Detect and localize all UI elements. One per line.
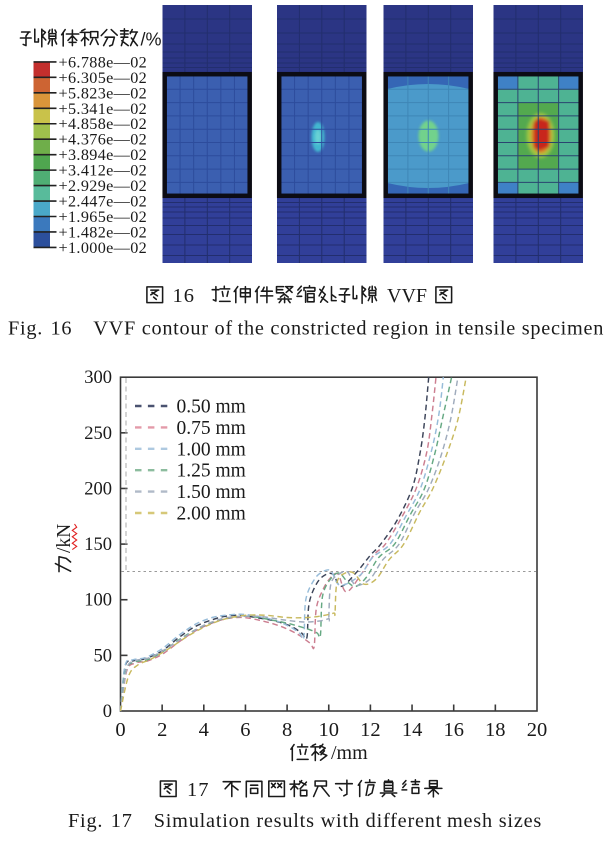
svg-text:150: 150 <box>84 535 112 555</box>
svg-text:50: 50 <box>94 646 113 666</box>
svg-text:1.00 mm: 1.00 mm <box>177 439 246 460</box>
svg-text:Fig. 16 VVF contour of the con: Fig. 16 VVF contour of the constricted r… <box>8 318 604 340</box>
svg-text:2: 2 <box>157 719 167 741</box>
svg-text:300: 300 <box>84 368 112 388</box>
svg-text:+4.376e—02: +4.376e—02 <box>59 131 148 149</box>
svg-text:/mm: /mm <box>331 742 368 764</box>
svg-text:2.00 mm: 2.00 mm <box>177 504 246 525</box>
svg-text:+3.894e—02: +3.894e—02 <box>59 146 148 164</box>
svg-text:8: 8 <box>282 719 292 741</box>
svg-text:16: 16 <box>173 285 196 307</box>
svg-text:18: 18 <box>485 719 506 741</box>
svg-text:10: 10 <box>319 719 340 741</box>
svg-text:+2.929e—02: +2.929e—02 <box>59 177 148 195</box>
svg-text:+1.000e—02: +1.000e—02 <box>59 239 148 257</box>
svg-text:0.75 mm: 0.75 mm <box>177 418 246 439</box>
svg-text:+5.341e—02: +5.341e—02 <box>59 100 148 118</box>
svg-text:12: 12 <box>360 719 381 741</box>
svg-text:16: 16 <box>443 719 464 741</box>
svg-text:250: 250 <box>84 424 112 444</box>
svg-text:6: 6 <box>240 719 250 741</box>
svg-text:0: 0 <box>103 702 112 722</box>
svg-text:1.50 mm: 1.50 mm <box>177 482 246 503</box>
svg-text:+1.482e—02: +1.482e—02 <box>59 224 148 242</box>
svg-text:/%: /% <box>141 30 162 50</box>
svg-text:4: 4 <box>199 719 209 741</box>
svg-text:14: 14 <box>402 719 423 741</box>
svg-text:+2.447e—02: +2.447e—02 <box>59 193 148 211</box>
svg-text:+5.823e—02: +5.823e—02 <box>59 84 148 102</box>
svg-text:0: 0 <box>115 719 125 741</box>
svg-text:+4.858e—02: +4.858e—02 <box>59 115 148 133</box>
svg-text:17: 17 <box>187 779 210 801</box>
svg-text:+1.965e—02: +1.965e—02 <box>59 208 148 226</box>
svg-text:20: 20 <box>527 719 548 741</box>
svg-text:/kN: /kN <box>54 524 75 553</box>
svg-text:1.25 mm: 1.25 mm <box>177 461 246 482</box>
svg-text:Fig. 17 Simulation results wit: Fig. 17 Simulation results with differen… <box>68 810 542 832</box>
svg-text:+6.305e—02: +6.305e—02 <box>59 69 148 87</box>
svg-text:0.50 mm: 0.50 mm <box>177 397 246 418</box>
svg-text:200: 200 <box>84 480 112 500</box>
svg-text:+6.788e—02: +6.788e—02 <box>59 53 148 71</box>
svg-text:VVF: VVF <box>387 285 427 307</box>
svg-text:100: 100 <box>84 591 112 611</box>
svg-text:+3.412e—02: +3.412e—02 <box>59 162 148 180</box>
